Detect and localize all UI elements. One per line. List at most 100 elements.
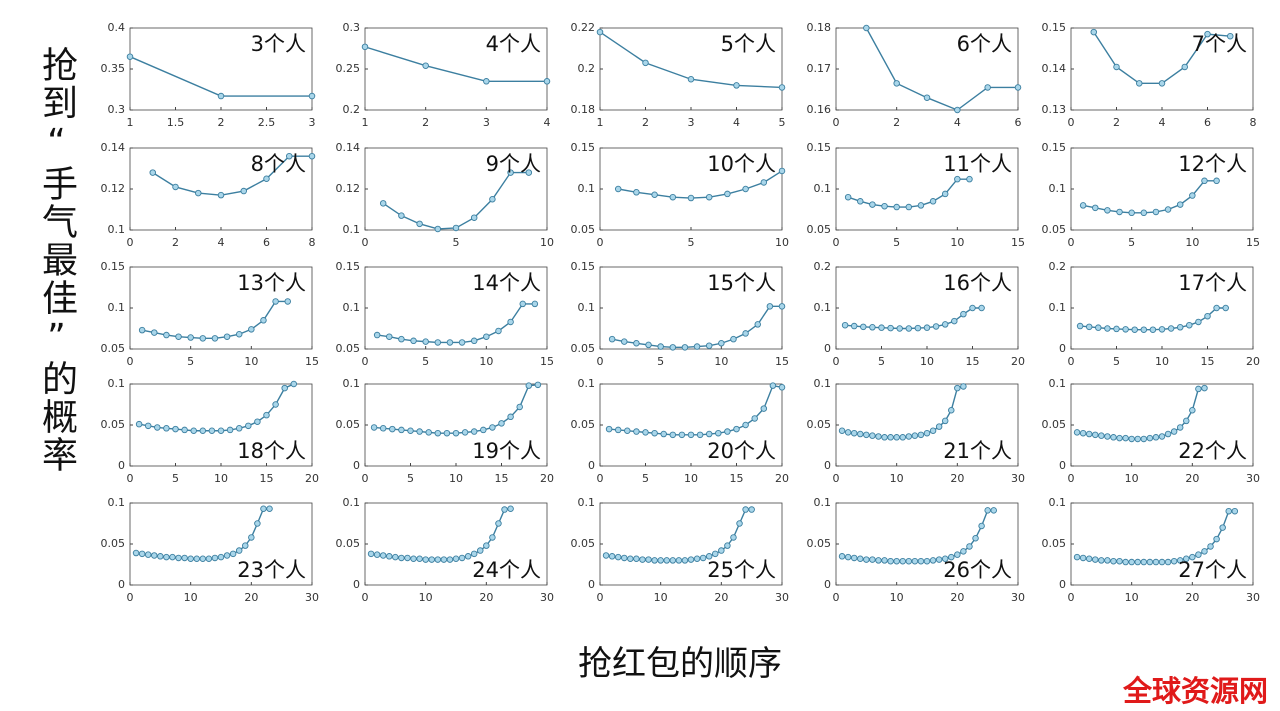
marker <box>887 324 894 332</box>
x-tick-label: 5 <box>642 472 649 485</box>
marker <box>422 338 429 345</box>
marker <box>850 429 858 437</box>
x-tick-label: 10 <box>1155 355 1169 368</box>
subplot: 0.16 0.17 0.18 0 2 4 6 6个人 <box>807 21 1022 129</box>
watermark: 全球资源网 <box>1122 674 1268 708</box>
marker <box>1152 558 1160 566</box>
panel-label: 27个人 <box>1178 558 1247 582</box>
series <box>373 300 539 346</box>
marker <box>480 426 487 434</box>
y-tick-label: 0.1 <box>814 377 832 390</box>
x-tick-label: 5 <box>893 236 900 249</box>
marker <box>712 550 719 558</box>
marker <box>172 425 179 433</box>
marker <box>621 338 628 345</box>
marker <box>1079 554 1087 562</box>
marker <box>163 331 170 339</box>
marker <box>446 339 454 346</box>
marker <box>248 326 255 333</box>
series <box>838 507 997 565</box>
marker <box>1098 557 1105 564</box>
plot-frame <box>364 147 548 231</box>
y-tick-label: 0 <box>353 459 360 472</box>
marker <box>1226 32 1234 40</box>
marker <box>373 551 381 558</box>
marker <box>778 303 786 310</box>
marker <box>434 225 442 233</box>
marker <box>507 169 514 176</box>
y-tick-label: 0.05 <box>101 537 126 550</box>
subplot: 0.18 0.2 0.22 1 2 3 4 5 5个人 <box>571 21 786 129</box>
y-tick-label: 0.15 <box>571 260 596 273</box>
y-tick-label: 0.1 <box>1049 301 1067 314</box>
marker <box>416 220 423 228</box>
panel-label: 21个人 <box>943 439 1012 463</box>
y-tick-label: 0.05 <box>807 537 832 550</box>
marker <box>1167 325 1175 332</box>
marker <box>190 427 197 434</box>
marker <box>633 555 640 563</box>
y-tick-label: 0.3 <box>343 21 361 34</box>
marker <box>754 321 761 328</box>
y-tick-label: 0.1 <box>108 223 126 236</box>
panel-label: 15个人 <box>707 271 776 295</box>
marker <box>193 555 200 563</box>
y-tick-label: 0 <box>118 459 125 472</box>
x-tick-label: 0 <box>127 472 134 485</box>
marker <box>1140 326 1148 333</box>
marker <box>1134 435 1141 443</box>
series <box>149 152 316 199</box>
marker <box>718 547 725 554</box>
x-tick-label: 5 <box>422 355 429 368</box>
marker <box>1183 417 1190 425</box>
marker <box>1146 434 1154 442</box>
marker <box>410 337 417 345</box>
marker <box>217 191 225 199</box>
y-tick-label: 0.05 <box>336 342 361 355</box>
marker <box>398 554 405 562</box>
marker <box>501 506 508 513</box>
marker <box>984 84 991 91</box>
marker <box>1181 63 1188 71</box>
y-tick-label: 0 <box>1059 578 1066 591</box>
marker <box>645 341 652 349</box>
y-tick-label: 0.05 <box>336 537 361 550</box>
marker <box>860 323 867 331</box>
marker <box>751 415 758 422</box>
marker <box>248 534 255 541</box>
x-tick-label: 3 <box>483 116 490 129</box>
marker <box>290 380 298 388</box>
x-tick-label: 0 <box>362 355 369 368</box>
marker <box>519 300 526 308</box>
marker <box>1116 208 1123 216</box>
x-tick-label: 3 <box>688 116 695 129</box>
marker <box>863 556 870 563</box>
marker <box>893 434 900 441</box>
marker <box>893 80 900 87</box>
marker <box>1186 321 1193 329</box>
y-tick-label: 0 <box>824 342 831 355</box>
y-tick-label: 0.1 <box>343 223 361 236</box>
marker <box>1195 318 1202 326</box>
marker <box>443 429 451 437</box>
marker <box>281 384 288 392</box>
marker <box>1149 326 1157 333</box>
marker <box>1189 192 1196 199</box>
marker <box>923 557 931 565</box>
panel-label: 12个人 <box>1178 152 1247 176</box>
marker <box>266 505 273 512</box>
marker <box>138 326 146 334</box>
marker <box>941 190 949 198</box>
marker <box>1204 30 1211 38</box>
panel-label: 7个人 <box>1192 32 1247 56</box>
marker <box>1158 433 1166 440</box>
marker <box>470 337 478 345</box>
marker <box>1231 507 1239 515</box>
marker <box>724 190 731 198</box>
x-tick-label: 1 <box>127 116 134 129</box>
x-tick-label: 10 <box>1185 236 1199 249</box>
marker <box>960 310 967 318</box>
marker <box>240 187 247 195</box>
marker <box>169 553 176 561</box>
y-tick-label: 0.2 <box>814 260 832 273</box>
